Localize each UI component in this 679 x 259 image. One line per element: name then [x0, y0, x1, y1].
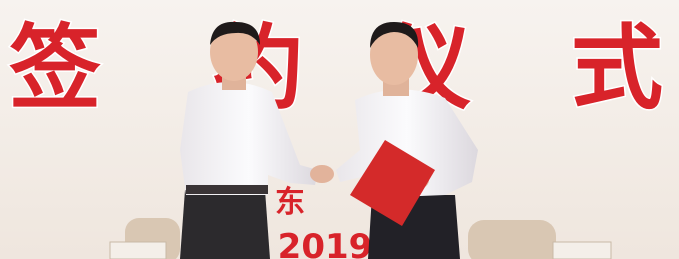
title-char: 式 [571, 15, 663, 122]
chair [468, 220, 556, 259]
photo: 签 约 仪 式 东 2019 [0, 0, 679, 259]
year: 2019 [278, 227, 373, 259]
page: 签 约 仪 式 东 2019 (() => { const data = JSO… [0, 0, 679, 259]
title-char: 签 [9, 15, 101, 122]
name-plate [553, 242, 611, 259]
subtitle-char: 东 [275, 185, 305, 220]
name-plate [110, 242, 166, 259]
